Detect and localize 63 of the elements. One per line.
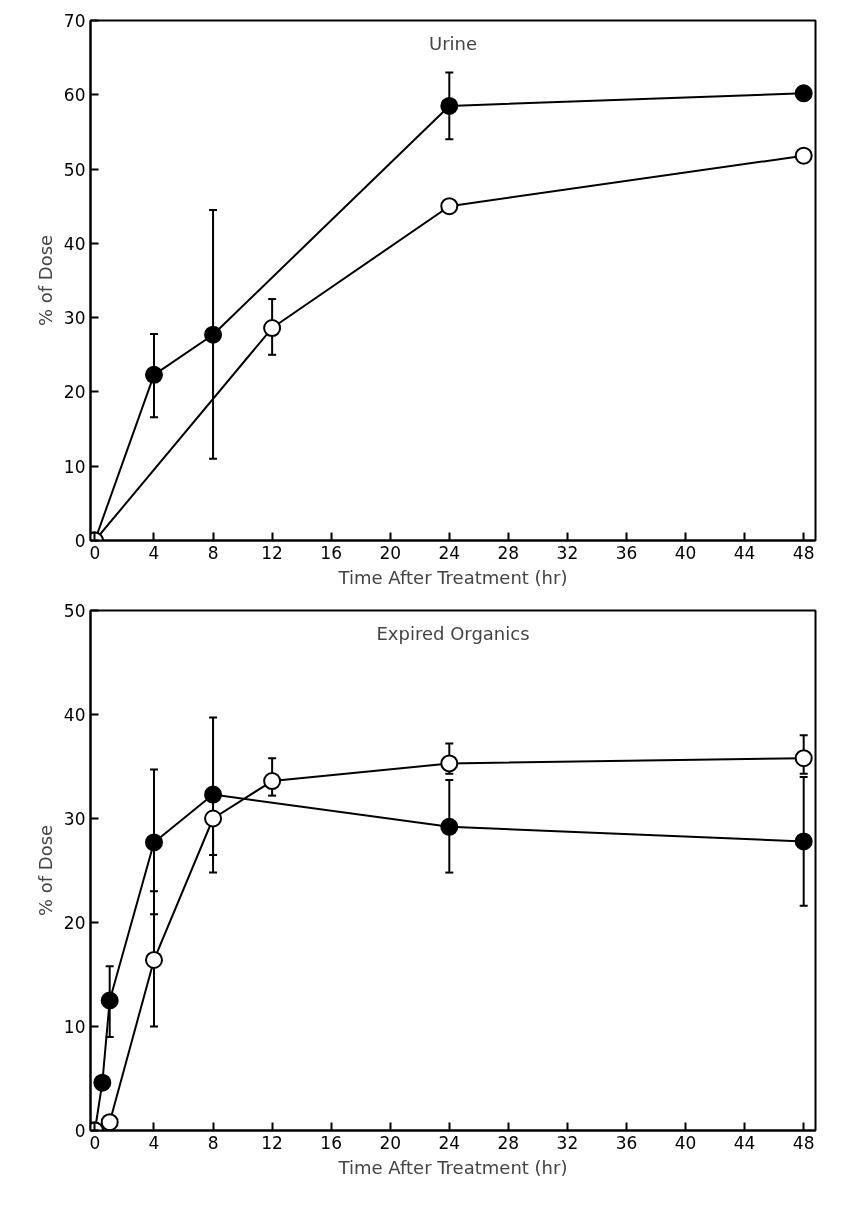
x-tick-label: 8	[207, 1132, 219, 1153]
y-tick-label: 30	[63, 809, 86, 829]
point	[794, 146, 813, 165]
y-tick-label: 10	[63, 1017, 86, 1037]
point	[144, 833, 163, 852]
x-tick-label: 16	[320, 542, 343, 563]
point	[263, 772, 282, 791]
x-tick-label: 16	[320, 1132, 343, 1153]
point	[144, 950, 163, 969]
x-tick-label: 4	[148, 1132, 160, 1153]
x-axis-title: Time After Treatment (hr)	[337, 1156, 568, 1178]
x-tick-label: 32	[556, 1132, 579, 1153]
y-tick-label: 60	[63, 85, 86, 106]
x-tick-label: 40	[674, 542, 697, 563]
x-tick-label: 36	[615, 542, 638, 563]
y-axis-title: % of Dose	[34, 824, 56, 917]
x-tick-label: 24	[438, 542, 461, 563]
point	[794, 84, 813, 103]
x-axis-title: Time After Treatment (hr)	[337, 566, 568, 588]
point	[100, 991, 119, 1010]
y-tick-label: 10	[63, 456, 86, 477]
point	[100, 1113, 119, 1131]
x-tick-label: 20	[379, 542, 402, 563]
x-tick-label: 44	[733, 542, 756, 563]
x-tick-label: 48	[792, 542, 815, 563]
point	[440, 96, 459, 115]
x-tick-label: 32	[556, 542, 579, 563]
x-tick-label: 40	[674, 1132, 697, 1153]
x-tick-label: 12	[261, 1132, 283, 1153]
y-tick-label: 40	[63, 233, 86, 254]
x-tick-label: 24	[438, 1132, 461, 1153]
point	[263, 319, 282, 338]
point	[440, 817, 459, 836]
x-tick-label: 48	[792, 1132, 815, 1153]
point	[794, 749, 813, 768]
x-tick-label: 8	[207, 542, 219, 563]
point	[204, 809, 223, 828]
y-tick-label: 20	[63, 382, 86, 403]
point	[93, 1073, 112, 1092]
point	[440, 754, 459, 773]
x-tick-label: 4	[148, 542, 160, 563]
point	[204, 785, 223, 804]
x-tick-label: 0	[89, 542, 101, 563]
x-tick-label: 28	[497, 1132, 520, 1153]
point	[144, 365, 163, 384]
y-tick-label: 30	[63, 308, 86, 329]
x-tick-label: 36	[615, 1132, 638, 1153]
y-tick-label: 40	[63, 705, 86, 725]
y-tick-label: 70	[63, 11, 86, 31]
x-tick-label: 20	[379, 1132, 402, 1153]
point	[204, 325, 223, 344]
y-tick-label: 50	[63, 159, 86, 180]
text: Expired Organics	[376, 622, 530, 644]
point	[794, 832, 813, 851]
y-tick-label: 20	[63, 913, 86, 933]
x-tick-label: 28	[497, 542, 520, 563]
y-tick-label: 50	[63, 601, 86, 621]
x-tick-label: 44	[733, 1132, 756, 1153]
point	[440, 197, 459, 216]
x-tick-label: 12	[261, 542, 283, 563]
text: Urine	[428, 32, 478, 54]
x-tick-label: 0	[89, 1132, 101, 1153]
y-axis-title: % of Dose	[34, 234, 56, 327]
